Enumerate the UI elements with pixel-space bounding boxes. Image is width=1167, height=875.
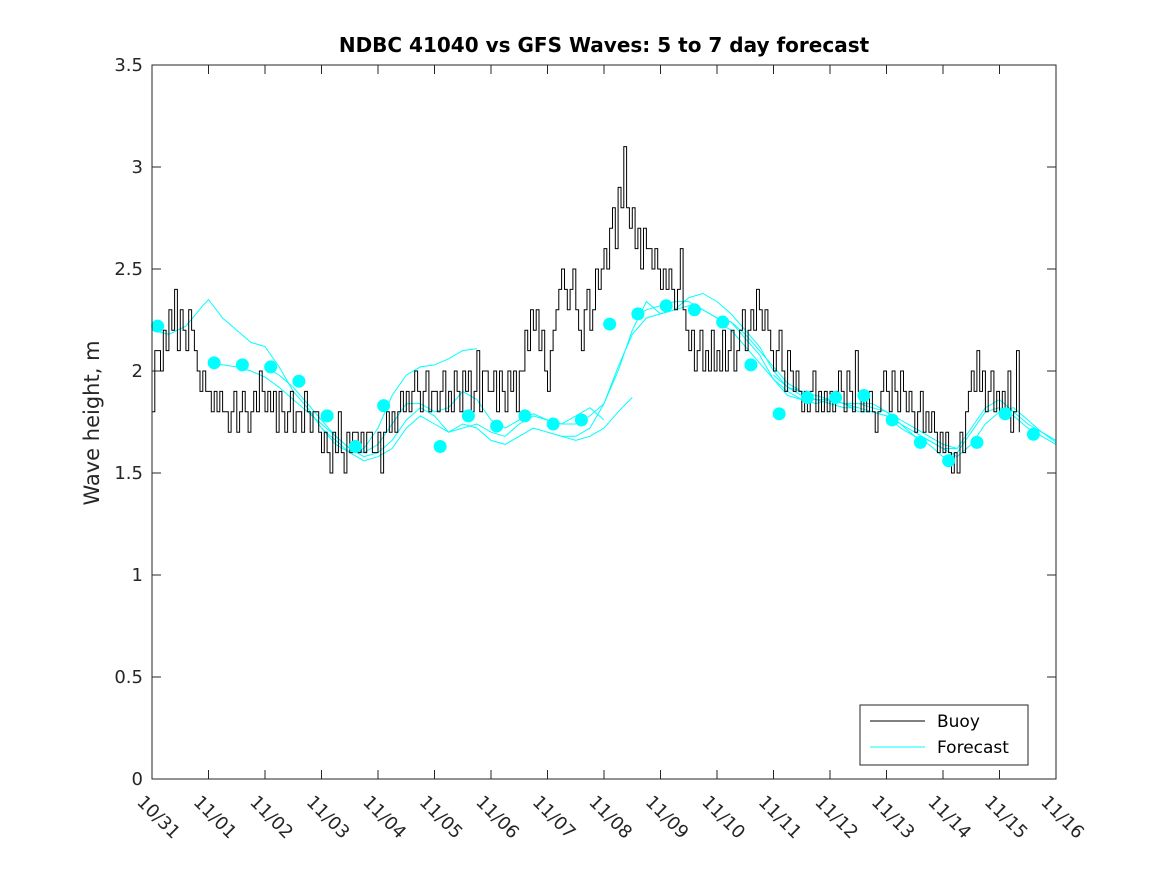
forecast-verification-point: [377, 399, 391, 413]
forecast-verification-point: [461, 409, 475, 423]
plot-background: [152, 65, 1056, 779]
y-axis-label: Wave height, m: [80, 340, 104, 505]
forecast-verification-point: [687, 303, 701, 317]
y-tick-label: 2.5: [114, 259, 143, 280]
forecast-verification-point: [800, 391, 814, 405]
forecast-verification-point: [264, 360, 278, 374]
forecast-verification-point: [292, 374, 306, 388]
plot-area: [152, 65, 1056, 779]
forecast-verification-point: [518, 409, 532, 423]
forecast-verification-point: [772, 407, 786, 421]
legend-box: [859, 704, 1029, 766]
y-tick-label: 0.5: [114, 667, 143, 688]
forecast-verification-point: [970, 435, 984, 449]
forecast-verification-point: [857, 388, 871, 402]
forecast-series-line: [321, 305, 859, 462]
forecast-verification-point: [574, 413, 588, 427]
forecast-series-line: [632, 301, 958, 449]
forecast-series-line: [547, 397, 633, 441]
forecast-verification-point: [716, 315, 730, 329]
forecast-verification-point: [659, 299, 673, 313]
forecast-verification-point: [207, 356, 221, 370]
forecast-verification-point: [490, 419, 504, 433]
plot-frame: [151, 64, 1057, 780]
y-tick-label: 0: [132, 769, 143, 790]
buoy-series-line: [152, 146, 1020, 474]
forecast-verification-point: [603, 317, 617, 331]
chart-title: NDBC 41040 vs GFS Waves: 5 to 7 day fore…: [339, 33, 870, 57]
y-tick-label: 1.5: [114, 463, 143, 484]
forecast-verification-point: [631, 307, 645, 321]
legend-buoy-label: Buoy: [937, 712, 980, 732]
y-tick-label: 2: [132, 361, 143, 382]
y-tick-label: 3: [132, 157, 143, 178]
forecast-verification-point: [1026, 427, 1040, 441]
forecast-verification-point: [348, 439, 362, 453]
forecast-verification-point: [320, 409, 334, 423]
legend-forecast-label: Forecast: [937, 738, 1009, 758]
forecast-verification-point: [433, 439, 447, 453]
series-layer: [151, 146, 1057, 474]
forecast-verification-point: [744, 358, 758, 372]
forecast-verification-point: [829, 391, 843, 405]
forecast-verification-point: [151, 319, 165, 333]
y-tick-label: 3.5: [114, 55, 143, 76]
forecast-verification-point: [942, 454, 956, 468]
forecast-verification-point: [546, 417, 560, 431]
forecast-verification-point: [885, 413, 899, 427]
y-tick-label: 1: [132, 565, 143, 586]
forecast-verification-point: [998, 407, 1012, 421]
y-axis: 0 0.5 1 1.5 2 2.5 3 3.5: [114, 55, 1056, 790]
forecast-verification-point: [913, 435, 927, 449]
forecast-verification-point: [235, 358, 249, 372]
legend: Buoy Forecast: [859, 704, 1029, 766]
